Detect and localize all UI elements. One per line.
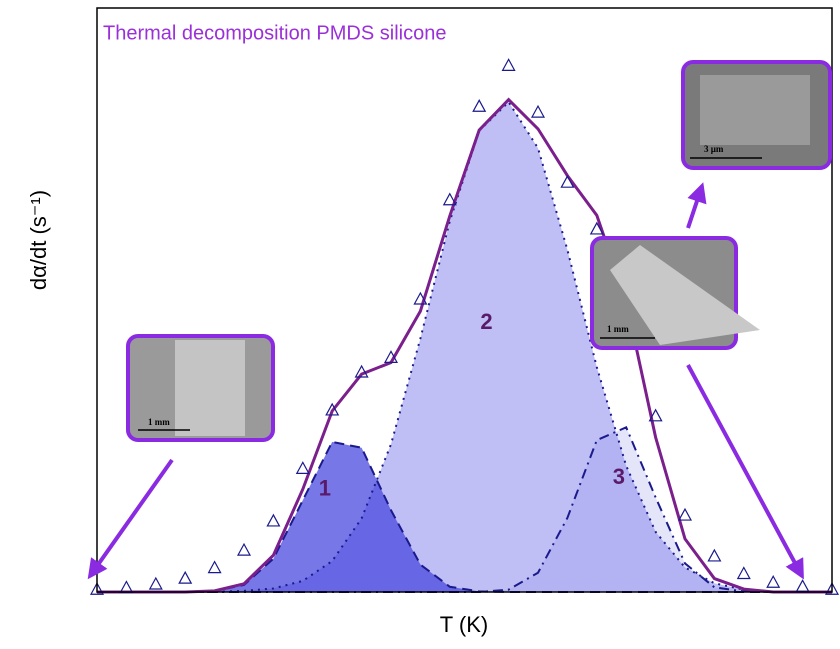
data-point [236,542,252,556]
axis-frame [96,7,833,593]
data-point [442,192,457,206]
data-point [354,364,369,378]
chart-title: Thermal decomposition PMDS silicone [103,22,446,44]
data-point [178,570,193,584]
y-axis-label: dα/dt (s⁻¹) [26,190,51,290]
data-point [766,574,781,588]
data-point [413,291,428,305]
data-point [560,174,575,188]
data-point [736,566,751,580]
inset: 3 µm [681,60,832,170]
data-point [648,408,663,422]
inset-detail [610,245,760,345]
data-point [207,560,222,574]
data-point [824,581,840,595]
data-point [148,576,163,590]
data-point [530,104,546,118]
data-point [325,402,340,416]
fit-curve [97,97,832,594]
peak-label: 2 [480,309,492,334]
peak-label: 3 [613,464,625,489]
inset-detail [175,340,245,436]
data-point [472,99,487,112]
data-point [383,350,399,363]
arrow [87,458,174,580]
scale-label: 3 µm [704,144,724,154]
inset: 1 mm [590,236,760,350]
data-point [266,513,281,527]
peak-label: 1 [319,476,331,501]
arrow [686,182,707,229]
inset: 1 mm [126,334,275,442]
peak-area [97,102,832,593]
arrow [686,364,804,580]
data-point [295,461,310,474]
data-point [677,507,693,521]
scale-label: 1 mm [607,324,629,334]
inset-detail [700,75,810,145]
data-point [707,548,722,562]
data-point [795,579,810,592]
peak-area [97,441,832,592]
scale-label: 1 mm [148,417,170,427]
x-axis-label: T (K) [440,612,488,637]
data-point [501,58,516,72]
data-point [589,221,604,235]
data-point [89,581,105,595]
